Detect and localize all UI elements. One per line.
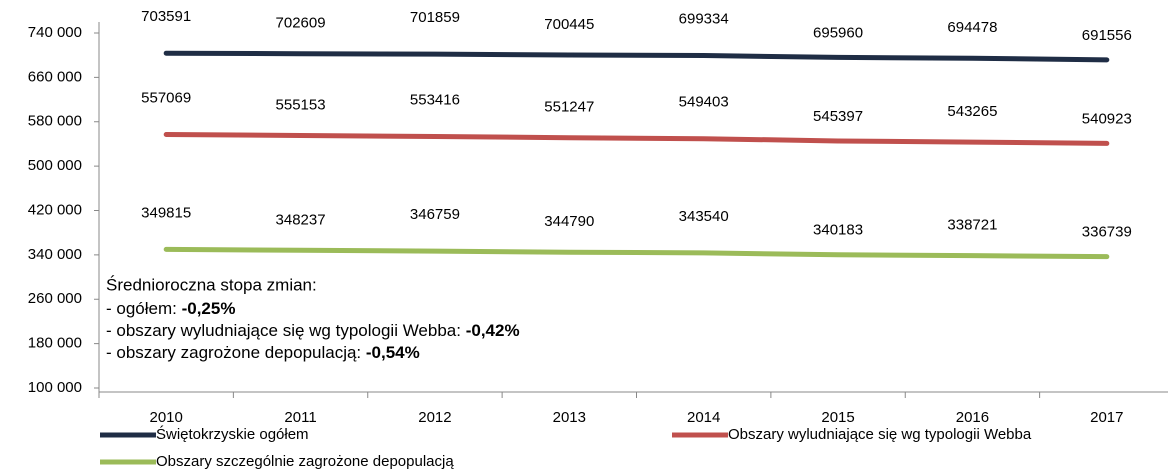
series-line (163, 50, 1110, 63)
data-label: 699334 (679, 11, 729, 28)
data-label: 348237 (276, 211, 326, 228)
y-tick-label: 740 000 (28, 24, 82, 41)
x-tick-label: 2015 (821, 409, 854, 426)
x-tick-label: 2014 (687, 409, 720, 426)
data-label: 338721 (947, 217, 997, 234)
y-tick-label: 260 000 (28, 290, 82, 307)
legend-label: Świętokrzyskie ogółem (156, 425, 309, 443)
annotation-value: -0,25% (182, 299, 236, 318)
y-tick-label: 340 000 (28, 246, 82, 263)
data-label: 701859 (410, 9, 460, 26)
data-label: 695960 (813, 24, 863, 41)
series-line (163, 246, 1110, 260)
data-label: 700445 (544, 16, 594, 33)
x-tick-label: 2010 (150, 409, 183, 426)
data-label: 691556 (1082, 27, 1132, 44)
data-label: 694478 (947, 19, 997, 36)
data-label: 344790 (544, 213, 594, 230)
y-tick-label: 500 000 (28, 157, 82, 174)
data-label: 336739 (1082, 224, 1132, 241)
data-label: 343540 (679, 208, 729, 225)
annotation-value: -0,42% (466, 321, 520, 340)
annotation-item: - obszary zagrożone depopulacją: -0,54% (106, 343, 420, 362)
data-label: 346759 (410, 206, 460, 223)
annotation-label: - obszary wyludniające się wg typologii … (106, 321, 466, 340)
data-label: 545397 (813, 108, 863, 125)
annotation: Średnioroczna stopa zmian: (106, 275, 317, 294)
y-tick-label: 420 000 (28, 201, 82, 218)
y-tick-label: 100 000 (28, 379, 82, 396)
data-label: 557069 (141, 89, 191, 106)
data-label: 349815 (141, 204, 191, 221)
data-label: 540923 (1082, 110, 1132, 127)
data-label: 551247 (544, 99, 594, 116)
y-tick-label: 660 000 (28, 68, 82, 85)
data-label: 703591 (141, 8, 191, 25)
annotation-item: - ogółem: -0,25% (106, 299, 235, 318)
x-tick-label: 2012 (418, 409, 451, 426)
annotation-label: - obszary zagrożone depopulacją: (106, 343, 366, 362)
data-label: 702609 (276, 15, 326, 32)
series-line (163, 131, 1110, 146)
y-tick-label: 180 000 (28, 335, 82, 352)
x-tick-label: 2016 (956, 409, 989, 426)
x-tick-label: 2013 (553, 409, 586, 426)
data-label: 555153 (276, 97, 326, 114)
legend-label: Obszary szczególnie zagrożone depopulacj… (156, 453, 454, 470)
data-label: 549403 (679, 94, 729, 111)
y-tick-label: 580 000 (28, 113, 82, 130)
x-tick-label: 2011 (284, 409, 316, 426)
annotation-label: - ogółem: (106, 299, 182, 318)
x-tick-label: 2017 (1090, 409, 1123, 426)
data-label: 553416 (410, 91, 460, 108)
annotation-value: -0,54% (366, 343, 420, 362)
legend-label: Obszary wyludniające się wg typologii We… (728, 426, 1032, 443)
annotation-item: - obszary wyludniające się wg typologii … (106, 321, 520, 340)
data-label: 543265 (947, 103, 997, 120)
annotation-title: Średnioroczna stopa zmian: (106, 275, 317, 294)
data-label: 340183 (813, 222, 863, 239)
